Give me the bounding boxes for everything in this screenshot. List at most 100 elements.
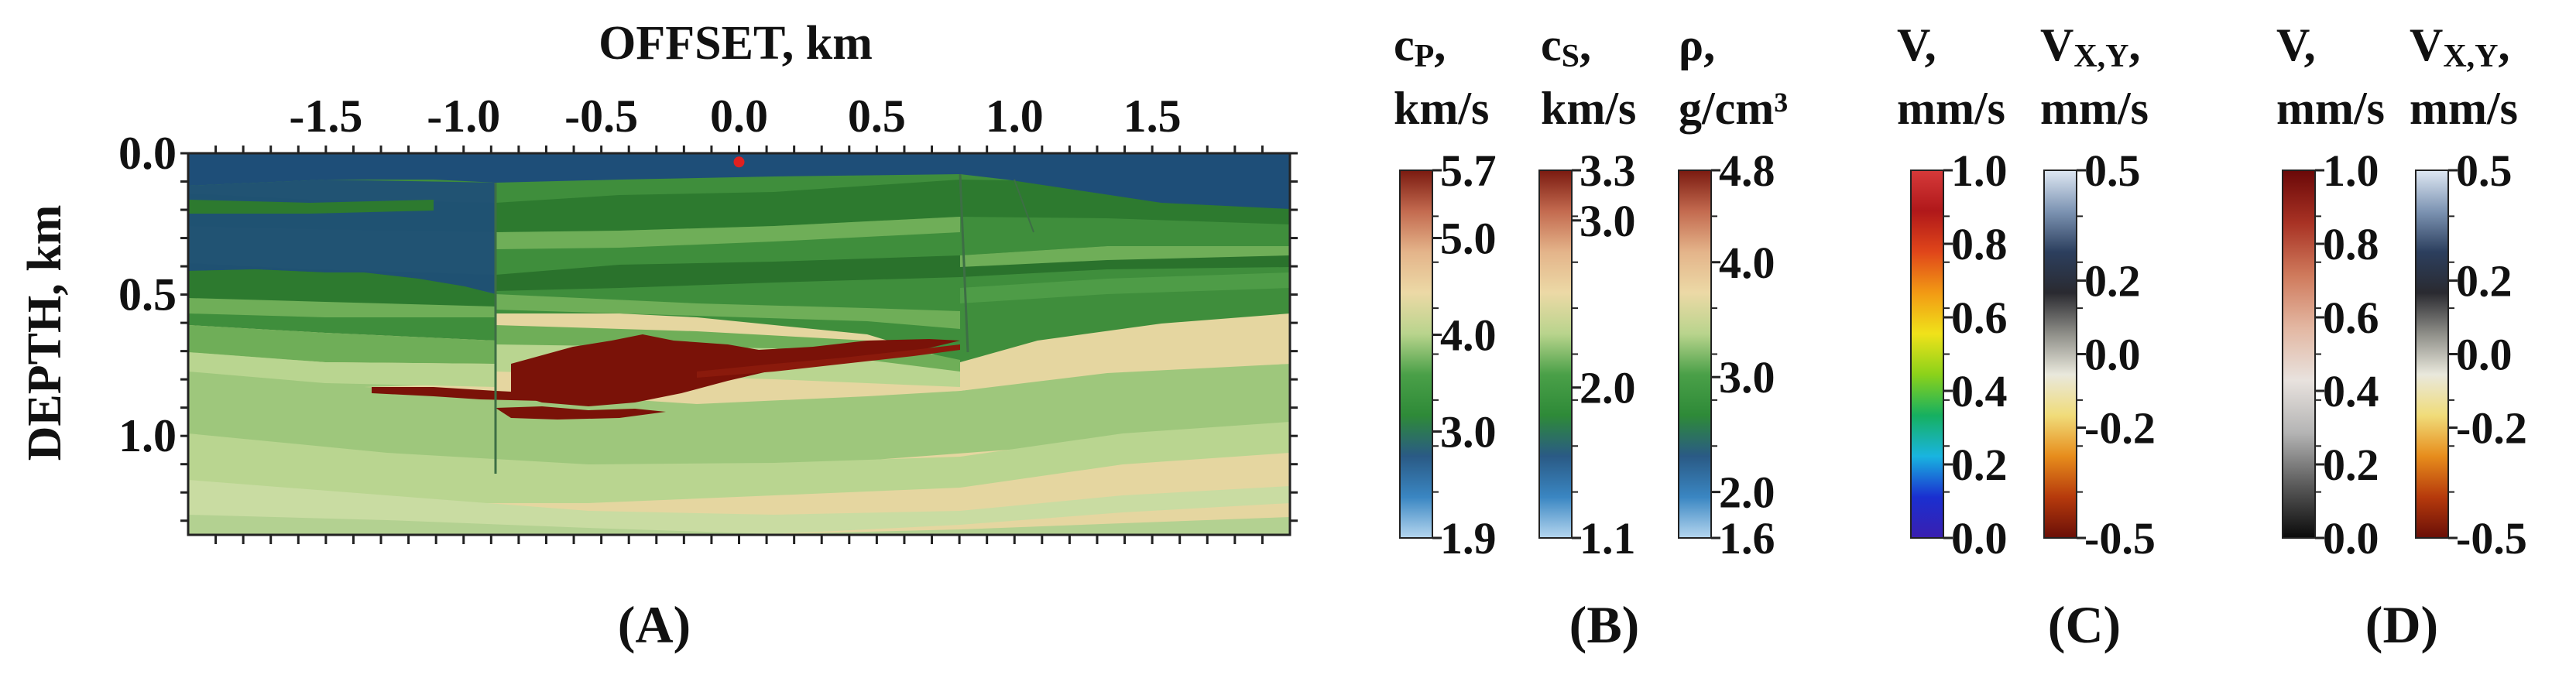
salt-tongue bbox=[496, 406, 666, 420]
colorbar-tick-label: 0.2 bbox=[2084, 256, 2141, 307]
colorbar-unit: g/cm³ bbox=[1679, 83, 1788, 134]
x-tick-label: -1.5 bbox=[289, 91, 362, 142]
y-tick-label: 1.0 bbox=[118, 410, 177, 461]
colorbar-tick-label: 0.0 bbox=[2456, 330, 2513, 380]
colorbar-title-sub: P bbox=[1415, 39, 1435, 74]
layer-green-bottom-edge bbox=[188, 515, 1290, 535]
layer-light-green-deep bbox=[188, 341, 1290, 476]
colorbar-tick-label: 0.5 bbox=[2084, 146, 2141, 196]
colorbar-unit: km/s bbox=[1541, 83, 1636, 134]
colorbar-tick-label: 0.0 bbox=[1951, 513, 2008, 563]
colorbar-1: 5.7 5.0 4.0 3.0 1.9 cP, km/s bbox=[1394, 19, 1497, 563]
colorbar-gradient bbox=[2416, 170, 2448, 538]
layer-light-green-2 bbox=[960, 246, 1290, 267]
colorbar-tick-label: 3.0 bbox=[1440, 407, 1497, 457]
panel-label-a: (A) bbox=[618, 595, 691, 654]
colorbar-tick-label: 0.8 bbox=[1951, 219, 2008, 269]
colorbar-title-sub: X,Y bbox=[2073, 39, 2128, 74]
colorbar-gradient bbox=[1679, 170, 1711, 538]
colorbar-5: 0.5 0.2 0.0 -0.2 -0.5 VX,Y, mm/s bbox=[2040, 19, 2156, 563]
colorbar-tick-label: 0.0 bbox=[2084, 330, 2141, 380]
model-panel: OFFSET, km DEPTH, km -1.5 -1.0 -0.5 0.0 0.5 1… bbox=[19, 17, 1298, 544]
layer-pale-green-deep bbox=[188, 422, 1290, 503]
y-tick-label: 0.0 bbox=[118, 128, 177, 179]
colorbar-tick-label: 2.0 bbox=[1719, 468, 1775, 518]
colorbar-title: cS, bbox=[1541, 19, 1591, 74]
colorbar-unit: km/s bbox=[1394, 83, 1489, 134]
colorbar-tick-label: 1.0 bbox=[1951, 146, 2008, 196]
layer-left-pale bbox=[188, 352, 496, 387]
colorbar-4: 1.0 0.8 0.6 0.4 0.2 0.0 V, mm/s bbox=[1897, 19, 2008, 563]
panel-label-c: (C) bbox=[2048, 595, 2121, 654]
colorbar-title: ρ, bbox=[1679, 19, 1715, 70]
colorbar-tick-label: 0.4 bbox=[1951, 366, 2008, 416]
x-tick-label: 1.0 bbox=[986, 91, 1044, 142]
colorbar-tick-label: 0.0 bbox=[2323, 513, 2379, 563]
x-tick-label: 1.5 bbox=[1123, 91, 1182, 142]
colorbar-tick-label: -0.5 bbox=[2456, 513, 2527, 563]
colorbar-gradient bbox=[1539, 170, 1572, 538]
fault-line-3 bbox=[1014, 179, 1034, 233]
colorbar-gradient bbox=[1911, 170, 1943, 538]
colorbar-7: 0.5 0.2 0.0 -0.2 -0.5 VX,Y, mm/s bbox=[2410, 19, 2527, 563]
colorbar-gradient bbox=[2283, 170, 2315, 538]
colorbar-title: VX,Y, bbox=[2040, 19, 2141, 74]
colorbar-tick-label: 0.8 bbox=[2323, 219, 2379, 269]
colorbar-title: VX,Y, bbox=[2410, 19, 2510, 74]
colorbar-title: V, bbox=[2276, 19, 2316, 70]
y-tick-labels: 0.0 0.5 1.0 bbox=[118, 128, 177, 461]
colorbar-tick-label: 0.6 bbox=[1951, 293, 2008, 343]
colorbar-unit: mm/s bbox=[2410, 83, 2518, 134]
colorbar-tick-label: 0.4 bbox=[2323, 366, 2379, 416]
colorbar-tick-label: 4.0 bbox=[1719, 238, 1775, 288]
layer-left-top-green bbox=[188, 200, 434, 214]
colorbar-gradient bbox=[1400, 170, 1432, 538]
colorbar-tick-label: 0.5 bbox=[2456, 146, 2513, 196]
layer-green-5 bbox=[960, 272, 1290, 303]
colorbar-tick-label: 3.0 bbox=[1719, 352, 1775, 402]
source-marker bbox=[733, 156, 745, 168]
colorbar-tick-label: 0.6 bbox=[2323, 293, 2379, 343]
colorbar-6: 1.0 0.8 0.6 0.4 0.2 0.0 V, mm/s bbox=[2276, 19, 2385, 563]
x-axis-title: OFFSET, km bbox=[599, 17, 873, 70]
colorbar-unit: mm/s bbox=[2276, 83, 2385, 134]
panel-label-d: (D) bbox=[2365, 595, 2438, 654]
x-tick-label: -0.5 bbox=[564, 91, 638, 142]
salt-sill-left bbox=[372, 387, 588, 401]
colorbar-2: 3.33.0 2.0 1.1 cS, km/s bbox=[1538, 19, 1636, 563]
layer-left-dark-green bbox=[188, 269, 496, 307]
panel-label-b: (B) bbox=[1569, 595, 1640, 654]
colorbar-tick-label: 1.0 bbox=[2323, 146, 2379, 196]
colorbar-gradient bbox=[2044, 170, 2077, 538]
colorbar-title-sub: S bbox=[1562, 39, 1580, 74]
layer-left-green bbox=[188, 325, 496, 364]
colorbar-unit: mm/s bbox=[1897, 83, 2005, 134]
layer-light-green-1 bbox=[496, 217, 960, 249]
colorbars: 5.75.04.03.01.9cP,km/s3.33.02.01.1cS,km/… bbox=[1394, 19, 2527, 563]
colorbar-tick-label: 0.2 bbox=[2323, 440, 2379, 490]
colorbar-tick-label: 1.6 bbox=[1719, 513, 1775, 563]
colorbar-tick-label: 4.8 bbox=[1719, 146, 1775, 196]
colorbar-title: V, bbox=[1897, 19, 1936, 70]
layer-water bbox=[188, 153, 1290, 209]
minor-ticks bbox=[180, 146, 1298, 544]
colorbar-tick-label: 0.2 bbox=[1951, 440, 2008, 490]
colorbar-tick-label: 5.0 bbox=[1440, 214, 1497, 264]
colorbar-tick-label: 2.0 bbox=[1580, 363, 1636, 413]
x-tick-label: 0.5 bbox=[848, 91, 906, 142]
colorbar-tick-label: -0.2 bbox=[2084, 403, 2156, 454]
x-tick-label: 0.0 bbox=[710, 91, 768, 142]
layer-pale-green-bottom bbox=[188, 480, 1290, 535]
x-tick-labels: -1.5 -1.0 -0.5 0.0 0.5 1.0 1.5 bbox=[289, 91, 1181, 142]
colorbar-tick-label: 0.2 bbox=[2456, 256, 2513, 307]
layer-light-green-4 bbox=[496, 294, 960, 329]
colorbar-tick-label: 1.1 bbox=[1580, 513, 1636, 563]
y-axis-title: DEPTH, km bbox=[19, 205, 71, 461]
colorbar-tick-label: 1.9 bbox=[1440, 513, 1497, 563]
x-tick-label: -1.0 bbox=[427, 91, 500, 142]
fault-line-2 bbox=[959, 173, 969, 353]
colorbar-3: 4.8 4.0 3.0 2.01.6 ρ, g/cm³ bbox=[1678, 19, 1788, 563]
colorbar-tick-label: 5.7 bbox=[1440, 146, 1497, 196]
y-tick-label: 0.5 bbox=[118, 269, 177, 320]
